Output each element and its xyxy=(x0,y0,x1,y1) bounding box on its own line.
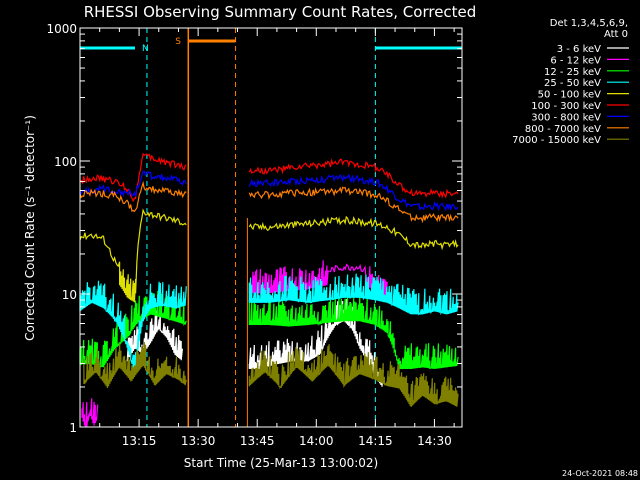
y-axis-label: Corrected Count Rate (s⁻¹ detector⁻¹) xyxy=(23,115,37,341)
legend-header: Det 1,3,4,5,6,9, xyxy=(550,18,628,29)
x-tick-label: 14:15 xyxy=(358,434,393,448)
y-tick-label: 1000 xyxy=(46,22,77,36)
series-line-1 xyxy=(248,260,388,303)
legend-header: Att 0 xyxy=(604,29,628,40)
series-line-1 xyxy=(81,398,99,428)
series-line-6 xyxy=(79,170,187,198)
plot-layer: NS xyxy=(79,28,463,428)
generation-date: 24-Oct-2021 08:48 xyxy=(562,469,638,478)
series-line-3 xyxy=(248,273,459,316)
y-tick-label: 1 xyxy=(69,421,77,435)
y-tick-label: 10 xyxy=(62,288,77,302)
legend-label: 12 - 25 keV xyxy=(544,67,601,78)
series-line-8 xyxy=(248,344,459,407)
series-line-3 xyxy=(79,280,187,375)
legend-label: 7000 - 15000 keV xyxy=(512,135,601,146)
x-tick-label: 13:15 xyxy=(122,434,157,448)
y-tick-label: 100 xyxy=(54,155,77,169)
night-label: N xyxy=(142,44,149,54)
series-line-7 xyxy=(79,180,187,213)
series-line-6 xyxy=(248,173,459,212)
legend-label: 50 - 100 keV xyxy=(538,90,602,101)
plot-frame xyxy=(79,27,463,428)
x-tick-label: 13:30 xyxy=(181,434,216,448)
legend-label: 100 - 300 keV xyxy=(531,101,601,112)
chart-title: RHESSI Observing Summary Count Rates, Co… xyxy=(84,3,477,21)
series-line-4 xyxy=(248,215,459,251)
x-tick-label: 14:00 xyxy=(299,434,334,448)
series-line-5 xyxy=(248,158,459,199)
series-line-7 xyxy=(248,186,459,224)
legend-label: 300 - 800 keV xyxy=(531,112,601,123)
series-line-8 xyxy=(83,342,187,389)
legend-label: 6 - 12 keV xyxy=(550,55,601,66)
series-line-0 xyxy=(248,298,384,387)
series-line-5 xyxy=(79,152,187,203)
x-tick-label: 14:30 xyxy=(417,434,452,448)
x-tick-label: 13:45 xyxy=(240,434,275,448)
x-axis-label: Start Time (25-Mar-13 13:00:02) xyxy=(184,456,378,470)
series-line-0 xyxy=(126,310,183,362)
legend-label: 3 - 6 keV xyxy=(557,44,601,55)
series-line-2 xyxy=(248,296,459,370)
legend-label: 800 - 7000 keV xyxy=(525,124,601,135)
series-line-4 xyxy=(79,208,187,303)
legend-label: 25 - 50 keV xyxy=(544,78,601,89)
axis-layer: 1 10 100 1000 13:15 13:30 13:45 14:00 14:15 14:30 xyxy=(46,22,462,448)
saa-label: S xyxy=(175,37,181,47)
